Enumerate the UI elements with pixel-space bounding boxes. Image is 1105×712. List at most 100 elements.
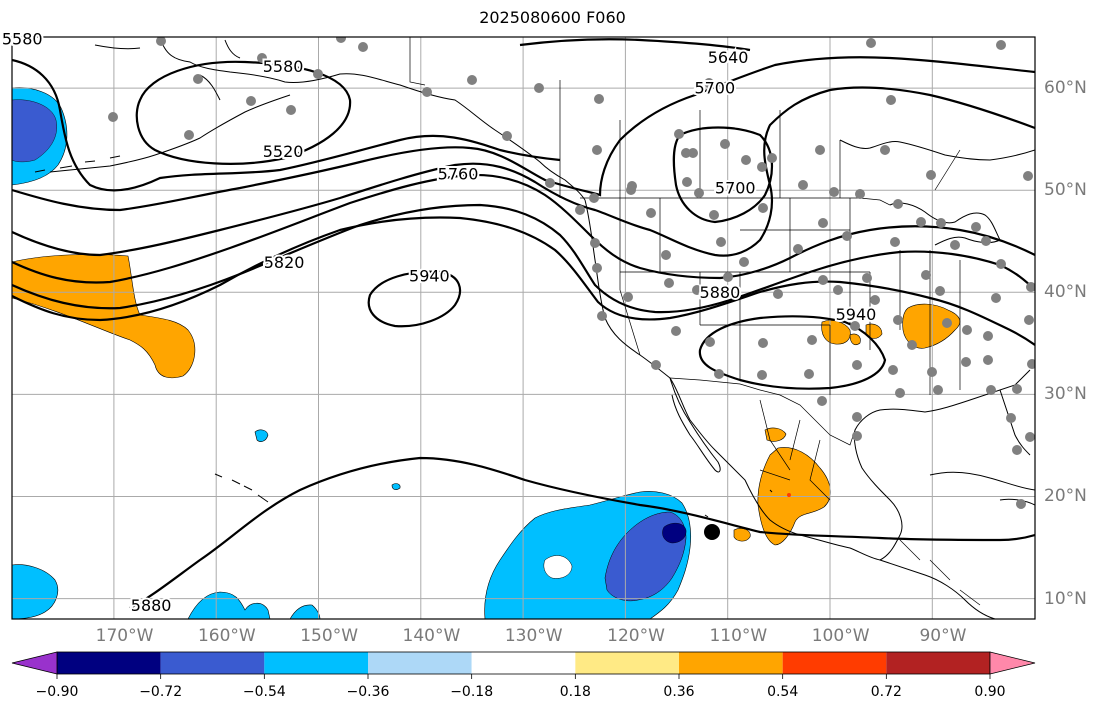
latitude-label: 60°N (1044, 78, 1087, 99)
longitude-label: 150°W (300, 626, 359, 646)
longitude-label: 110°W (709, 626, 768, 646)
us-canada-border (409, 37, 891, 206)
contour-label-layer: 5580 5580 5520 5640 5700 5760 5700 5820 5940 5880… (0, 28, 878, 618)
colorbar-tick-label: 0.90 (974, 684, 1006, 700)
contour-5520-closed-low (135, 60, 352, 165)
contour-5700 (12, 86, 1035, 257)
contour-label: 5520 (263, 142, 304, 161)
contour-label: 5880 (700, 283, 741, 302)
longitude-label: 130°W (504, 626, 563, 646)
longitude-label: 90°W (919, 626, 967, 646)
gulf-of-mexico-coastline (799, 369, 1031, 561)
contour-5940-us-high (698, 315, 887, 390)
positive-anomaly-area-mexico-north (764, 427, 787, 442)
contour-label: 5880 (131, 596, 172, 615)
contour-5640-top-right (519, 38, 751, 52)
us-mexico-border (669, 377, 856, 446)
height-contours (12, 38, 1035, 609)
great-lakes-coastline (889, 202, 1001, 246)
hawaii-islands (214, 473, 269, 503)
colorbar-box (160, 652, 265, 674)
colorbar-box (57, 652, 161, 674)
contour-label: 5580 (263, 57, 304, 76)
storm-center-marker (704, 524, 720, 540)
colorbar-box (368, 652, 472, 674)
colorbar-tick-label: −0.72 (139, 684, 183, 700)
colorbar-extend-max (989, 651, 1036, 675)
contour-5820 (12, 203, 1035, 314)
negative-anomaly-hole (543, 555, 573, 579)
contour-5760 (12, 173, 1035, 284)
contour-5580-northwest (12, 58, 561, 192)
colorbar-tick-label: −0.54 (242, 684, 286, 700)
contour-label: 5940 (836, 305, 877, 324)
canada-province-borders (559, 80, 961, 198)
colorbar-box (575, 652, 679, 674)
contour-5700-inner-low (672, 126, 774, 224)
strong-negative-anomaly-area-northwest (12, 99, 57, 163)
central-america-borders (899, 539, 981, 606)
very-strong-negative-anomaly-core (662, 523, 687, 544)
negative-anomaly-area-south-central (187, 591, 271, 619)
contour-label: 5760 (438, 164, 479, 183)
colorbar-box (264, 652, 368, 674)
positive-anomaly-area-midwest (902, 303, 961, 349)
longitude-label: 120°W (607, 626, 665, 646)
negative-anomaly-area-southwest (12, 564, 59, 619)
political-borders (409, 37, 981, 606)
station-points (108, 37, 1035, 509)
colorbar-boxes (56, 651, 991, 675)
latitude-label: 10°N (1044, 588, 1087, 609)
negative-anomaly-area-hawaii-east (391, 483, 401, 490)
small-red-marker (787, 493, 791, 497)
baja-california-coastline (669, 377, 721, 473)
colorbar-extend-min (11, 651, 58, 675)
latitude-label: 20°N (1044, 486, 1087, 507)
colorbar-box (471, 652, 576, 674)
longitude-label: 170°W (95, 626, 154, 646)
colorbar-tick-label: −0.18 (450, 684, 494, 700)
longitude-label: 160°W (197, 626, 256, 646)
contour-5880-south (129, 456, 1035, 609)
contour-label: 5820 (264, 253, 305, 272)
colorbar-box (782, 652, 887, 674)
latitude-label: 30°N (1044, 384, 1087, 405)
cuba-coastline (929, 471, 1035, 491)
colorbar (11, 651, 1036, 679)
colorbar-tick-label: 0.18 (559, 684, 591, 700)
colorbar-tick-label: −0.36 (346, 684, 390, 700)
latitude-label: 50°N (1044, 180, 1087, 201)
central-america-coastline (879, 559, 996, 619)
longitude-label: 100°W (811, 626, 870, 646)
contour-5940-pacific-high (367, 270, 462, 328)
colorbar-box (679, 652, 783, 674)
map-frame (11, 36, 1036, 620)
contour-label: 5580 (2, 30, 43, 49)
positive-anomaly-area-plains-south (849, 333, 861, 346)
alaska-coastline (159, 37, 586, 201)
colorbar-ticks (56, 674, 991, 679)
shaded-field-layer (12, 87, 961, 619)
contour-5880 (12, 216, 1035, 346)
caribbean-island-coastline (999, 498, 1035, 506)
contour-label: 5700 (694, 79, 735, 98)
contour-label: 5700 (715, 179, 756, 198)
bering-coast (94, 39, 241, 101)
latitude-label: 40°N (1044, 282, 1087, 303)
colorbar-tick-label: 0.72 (870, 684, 902, 700)
contour-label: 5640 (708, 48, 749, 67)
small-islands (704, 489, 773, 518)
colorbar-box (886, 652, 990, 674)
colorbar-tick-label: 0.36 (663, 684, 695, 700)
florida-coastline (999, 389, 1031, 456)
alaska-peninsula-coastline (49, 94, 291, 173)
longitude-label: 140°W (402, 626, 461, 646)
colorbar-tick-label: 0.54 (767, 684, 799, 700)
hudson-bay-coastline (839, 139, 1035, 161)
aleutian-islands (34, 155, 121, 173)
figure-title: 2025080600 F060 (479, 8, 626, 27)
colorbar-tick-label: −0.90 (35, 684, 79, 700)
contour-label: 5940 (409, 266, 450, 285)
us-state-borders (619, 198, 961, 395)
